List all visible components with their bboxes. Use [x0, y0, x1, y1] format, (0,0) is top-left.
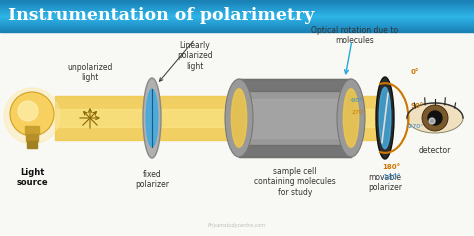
Bar	[0, 15, 474, 16]
Ellipse shape	[379, 87, 391, 149]
Bar	[26, 134, 38, 141]
Bar	[0, 27, 474, 28]
Bar	[0, 23, 474, 24]
Bar	[0, 28, 474, 29]
Bar	[0, 21, 474, 22]
Bar	[0, 5, 474, 6]
Ellipse shape	[225, 79, 253, 157]
Text: 270°: 270°	[352, 110, 367, 115]
Bar	[0, 24, 474, 25]
Text: -90°: -90°	[350, 97, 363, 102]
Text: 180°: 180°	[382, 164, 400, 170]
Bar	[0, 8, 474, 9]
Bar	[0, 12, 474, 13]
Ellipse shape	[337, 79, 365, 157]
Text: Priyamstudycentre.com: Priyamstudycentre.com	[208, 223, 266, 228]
Text: movable
polarizer: movable polarizer	[368, 173, 402, 192]
Bar	[0, 13, 474, 14]
Bar	[25, 126, 39, 134]
Bar	[0, 14, 474, 15]
Text: Optical rotation due to
molecules: Optical rotation due to molecules	[311, 26, 399, 45]
Text: Instrumentation of polarimetry: Instrumentation of polarimetry	[8, 8, 314, 25]
Bar	[0, 25, 474, 26]
Polygon shape	[55, 96, 390, 140]
Text: fixed
polarizer: fixed polarizer	[135, 170, 169, 190]
Text: 0°: 0°	[411, 69, 419, 75]
Bar	[0, 9, 474, 10]
Bar	[0, 18, 474, 19]
Text: unpolarized
light: unpolarized light	[67, 63, 113, 82]
Ellipse shape	[407, 103, 463, 133]
Bar	[0, 10, 474, 11]
Bar	[0, 20, 474, 21]
Circle shape	[4, 88, 60, 144]
Bar	[0, 0, 474, 1]
Ellipse shape	[143, 78, 161, 158]
Bar	[0, 17, 474, 18]
Circle shape	[10, 92, 54, 136]
Text: Light
source: Light source	[16, 168, 48, 187]
Bar	[239, 98, 351, 138]
Bar	[0, 19, 474, 20]
Bar	[0, 6, 474, 7]
Bar	[0, 26, 474, 27]
Circle shape	[429, 118, 435, 124]
Bar	[0, 1, 474, 2]
Bar	[0, 7, 474, 8]
Text: -270°: -270°	[407, 123, 424, 128]
Bar	[0, 2, 474, 3]
Text: sample cell
containing molecules
for study: sample cell containing molecules for stu…	[254, 167, 336, 197]
Bar	[27, 141, 37, 148]
Bar	[239, 145, 351, 157]
Text: detector: detector	[419, 146, 451, 155]
Circle shape	[18, 101, 38, 121]
Bar	[0, 29, 474, 30]
Bar	[0, 3, 474, 4]
Polygon shape	[55, 109, 390, 127]
Ellipse shape	[376, 77, 394, 159]
Ellipse shape	[343, 89, 359, 147]
Circle shape	[428, 111, 442, 125]
Text: 90°: 90°	[411, 103, 424, 109]
Bar	[0, 16, 474, 17]
Bar	[239, 79, 351, 157]
Bar	[239, 79, 351, 91]
Circle shape	[422, 105, 448, 131]
Bar	[0, 31, 474, 32]
Ellipse shape	[231, 89, 246, 147]
Bar	[0, 22, 474, 23]
Text: -180°: -180°	[381, 174, 401, 180]
Ellipse shape	[146, 89, 158, 147]
Bar	[0, 11, 474, 12]
Bar	[0, 30, 474, 31]
Text: Linearly
polarized
light: Linearly polarized light	[177, 41, 213, 71]
Bar	[0, 4, 474, 5]
